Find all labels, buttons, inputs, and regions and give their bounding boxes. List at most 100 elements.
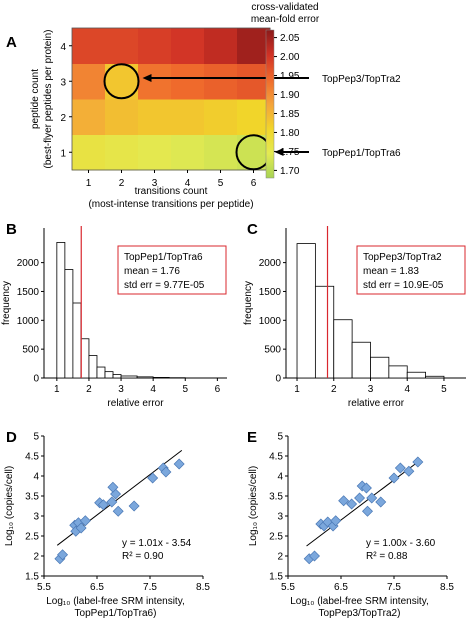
heatmap-cell bbox=[171, 99, 205, 135]
stats-line: std err = 9.77E-05 bbox=[124, 280, 205, 291]
y-tick-label: 2000 bbox=[259, 258, 282, 269]
x-axis-label: Log₁₀ (label-free SRM intensity, bbox=[46, 596, 185, 607]
data-point bbox=[388, 472, 400, 484]
heatmap-cell bbox=[171, 63, 205, 100]
colorbar-tick-label: 1.75 bbox=[280, 147, 300, 158]
heatmap-cell bbox=[72, 134, 106, 171]
data-point bbox=[309, 550, 320, 562]
fit-r2: R² = 0.88 bbox=[366, 551, 408, 562]
panel-d: D 1.5 2 2.5 3 3.5 4 4.5 5 5.5 6.5 7.5 8.5 y = 1.01x -… bbox=[4, 429, 210, 619]
annotation-label: TopPep3/TopTra2 bbox=[322, 74, 401, 85]
heatmap-cell bbox=[72, 28, 106, 64]
colorbar-tick-label: 1.90 bbox=[280, 90, 300, 101]
y-tick-label: 4 bbox=[60, 42, 66, 53]
heatmap-cell bbox=[171, 134, 205, 171]
y-tick-label: 2 bbox=[33, 552, 39, 563]
histogram-bar bbox=[120, 375, 138, 379]
data-point bbox=[106, 496, 118, 508]
x-axis-label: relative error bbox=[348, 398, 405, 409]
panel-label-a: A bbox=[6, 34, 17, 51]
panel-label-d: D bbox=[6, 429, 17, 446]
y-axis-label: peptide count bbox=[30, 69, 41, 129]
heatmap-cell bbox=[237, 28, 271, 64]
y-tick-label: 3 bbox=[60, 77, 66, 88]
histogram-bar bbox=[406, 371, 426, 379]
y-tick-label: 0 bbox=[275, 374, 281, 385]
histogram-bar bbox=[333, 319, 353, 379]
y-tick-label: 2 bbox=[277, 552, 283, 563]
y-axis-label: Log₁₀ (copies/cell) bbox=[248, 466, 259, 546]
data-point bbox=[366, 492, 378, 504]
x-tick-label: 3 bbox=[118, 384, 124, 395]
stats-line: TopPep3/TopTra2 bbox=[363, 252, 442, 263]
colorbar-tick-label: 1.95 bbox=[280, 71, 300, 82]
histogram-bar bbox=[80, 338, 90, 379]
data-point bbox=[173, 458, 185, 470]
histogram-bar bbox=[88, 355, 98, 379]
heatmap-cell bbox=[204, 99, 238, 135]
colorbar-tick-label: 1.70 bbox=[280, 166, 300, 177]
y-tick-label: 1500 bbox=[259, 287, 282, 298]
heatmap-cell bbox=[105, 28, 139, 64]
y-tick-label: 1.5 bbox=[25, 572, 39, 583]
histogram-bar bbox=[104, 371, 114, 379]
y-tick-label: 3.5 bbox=[269, 492, 283, 503]
y-tick-label: 1 bbox=[60, 148, 66, 159]
data-point bbox=[128, 500, 140, 512]
data-point bbox=[97, 499, 109, 511]
x-tick-label: 8.5 bbox=[440, 582, 454, 593]
x-tick-label: 1 bbox=[86, 178, 92, 189]
fit-line bbox=[306, 459, 421, 547]
y-tick-label: 3 bbox=[277, 512, 283, 523]
y-tick-label: 4.5 bbox=[269, 452, 283, 463]
x-axis-label-sub: TopPep1/TopTra6) bbox=[75, 608, 157, 619]
histogram-bar bbox=[72, 302, 82, 379]
panel-label-b: B bbox=[6, 221, 17, 238]
fit-equation: y = 1.00x - 3.60 bbox=[366, 538, 436, 549]
heatmap-cell bbox=[237, 99, 271, 135]
x-tick-label: 4 bbox=[404, 384, 410, 395]
colorbar-tick-label: 2.05 bbox=[280, 33, 300, 44]
data-point bbox=[112, 505, 124, 517]
x-tick-label: 4 bbox=[150, 384, 156, 395]
x-tick-label: 1 bbox=[294, 384, 300, 395]
x-axis-label: transitions count bbox=[135, 186, 208, 197]
x-tick-label: 4 bbox=[185, 178, 191, 189]
data-point bbox=[79, 515, 91, 527]
y-tick-label: 1500 bbox=[17, 287, 40, 298]
data-point bbox=[338, 495, 350, 507]
x-axis-label-sub: (most-intense transitions per peptide) bbox=[88, 199, 253, 210]
y-tick-label: 4 bbox=[33, 472, 39, 483]
heatmap-cell bbox=[138, 99, 172, 135]
data-point bbox=[147, 472, 159, 484]
x-tick-label: 5 bbox=[182, 384, 188, 395]
colorbar-title: cross-validated bbox=[251, 2, 318, 13]
data-point bbox=[107, 481, 119, 493]
stats-box bbox=[117, 245, 227, 295]
histogram-bar bbox=[314, 285, 335, 379]
x-tick-label: 2 bbox=[331, 384, 337, 395]
y-tick-label: 1.5 bbox=[269, 572, 283, 583]
x-tick-label: 6 bbox=[251, 178, 257, 189]
data-point bbox=[362, 505, 373, 517]
x-tick-label: 3 bbox=[368, 384, 374, 395]
x-tick-label: 3 bbox=[152, 178, 158, 189]
x-tick-label: 7.5 bbox=[387, 582, 401, 593]
y-tick-label: 500 bbox=[264, 345, 281, 356]
stats-line: std err = 10.9E-05 bbox=[363, 280, 444, 291]
y-tick-label: 5 bbox=[33, 432, 39, 443]
fit-equation: y = 1.01x - 3.54 bbox=[122, 538, 192, 549]
data-point bbox=[354, 492, 366, 504]
heatmap-cell bbox=[204, 134, 238, 171]
data-point bbox=[403, 465, 415, 477]
y-tick-label: 2 bbox=[60, 113, 66, 124]
heatmap-cell bbox=[105, 134, 139, 171]
x-axis-label: Log₁₀ (label-free SRM intensity, bbox=[290, 596, 429, 607]
heatmap-cell bbox=[237, 63, 271, 100]
fit-r2: R² = 0.90 bbox=[122, 551, 164, 562]
data-point bbox=[346, 498, 358, 510]
heatmap-cell bbox=[171, 28, 205, 64]
y-tick-label: 2000 bbox=[17, 258, 40, 269]
histogram-bar bbox=[56, 242, 66, 379]
